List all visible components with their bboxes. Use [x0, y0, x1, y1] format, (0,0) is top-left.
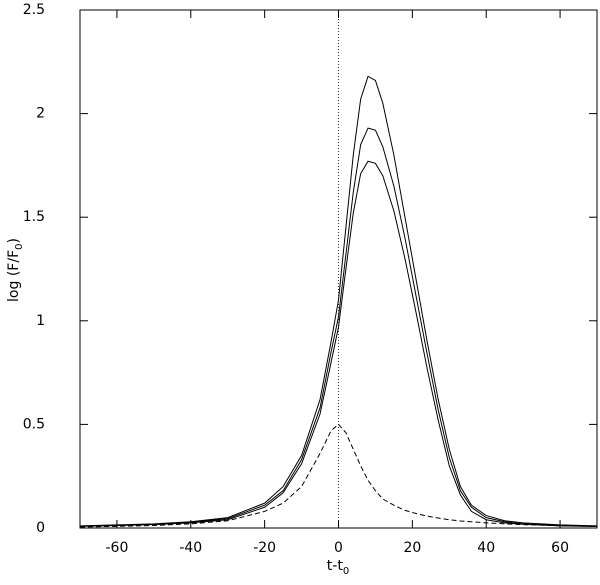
y-tick-label: 2.5: [23, 2, 45, 18]
series-line: [79, 127, 598, 527]
y-tick-label: 0.5: [23, 416, 45, 432]
x-tick-label: 0: [334, 540, 343, 556]
x-tick-label: 60: [551, 540, 569, 556]
x-axis-label: t-t0: [327, 558, 349, 577]
x-tick-label: -60: [105, 540, 128, 556]
x-tick-label: 20: [403, 540, 421, 556]
y-label-sub: 0: [14, 244, 25, 250]
series-line: [79, 160, 598, 528]
x-tick-label: -40: [179, 540, 202, 556]
x-tick-label: -20: [253, 540, 276, 556]
y-tick-label: 1: [36, 313, 45, 329]
x-label-sub: 0: [343, 566, 349, 577]
y-tick-label: 1.5: [23, 209, 45, 225]
x-tick-label: 40: [477, 540, 495, 556]
series-line: [79, 423, 598, 528]
series-line: [79, 75, 598, 527]
y-tick-label: 0: [36, 520, 45, 536]
y-tick-label: 2: [36, 106, 45, 122]
y-label-main: log (F/F: [6, 250, 22, 302]
x-label-main: t-t: [327, 558, 344, 574]
y-label-end: ): [6, 238, 22, 243]
y-axis-label: log (F/F0): [6, 238, 25, 302]
